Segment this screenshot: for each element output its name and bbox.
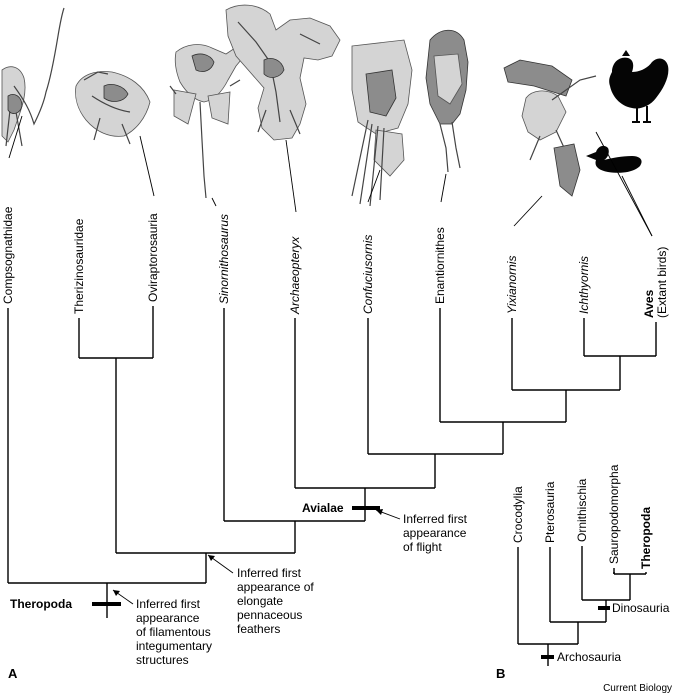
annotation-line: appearance — [403, 526, 467, 540]
annotation-line: Inferred first — [136, 597, 201, 611]
annotation-flight: Inferred first appearance of flight — [403, 512, 468, 554]
duck-silhouette — [586, 145, 642, 173]
compsognathid-fossil — [1, 7, 65, 147]
taxon-label: Compsognathidae — [1, 206, 15, 304]
annotation-line: appearance — [136, 611, 200, 625]
annotation-line: of flight — [403, 540, 442, 554]
taxon-label: Enantiornithes — [433, 227, 447, 304]
panel-b-taxon-labels: Crocodylia Pterosauria Ornithischia Saur… — [511, 464, 653, 569]
annotation-line: pennaceous — [237, 608, 302, 622]
taxon-sublabel-aves: (Extant birds) — [655, 247, 669, 318]
taxon-label: Crocodylia — [511, 486, 525, 543]
archaeopteryx-fossil — [225, 4, 341, 141]
enantiornithine-fossil — [425, 29, 469, 173]
clade-label-theropoda: Theropoda — [10, 597, 72, 611]
taxon-label: Sauropodomorpha — [607, 464, 621, 564]
annotation-filaments: Inferred first appearance of filamentous… — [136, 597, 212, 667]
yixianornis-fossil — [503, 59, 597, 197]
annotation-line: of filamentous — [136, 625, 211, 639]
journal-credit: Current Biology — [603, 683, 672, 693]
taxon-label-aves: Aves — [642, 289, 656, 318]
chicken-silhouette — [609, 50, 669, 123]
taxon-label: Sinornithosaurus — [217, 214, 231, 304]
oviraptorosaur-fossil — [75, 71, 151, 145]
panel-a-taxon-labels: Compsognathidae Therizinosauridae Ovirap… — [1, 206, 669, 318]
taxon-label: Confuciusornis — [361, 235, 375, 314]
annotation-line: feathers — [237, 622, 280, 636]
taxon-label-theropoda: Theropoda — [639, 507, 653, 569]
annotation-line: structures — [136, 653, 189, 667]
taxon-label: Oviraptorosauria — [146, 213, 160, 302]
panel-b-tree — [517, 546, 647, 666]
annotation-feathers: Inferred first appearance of elongate pe… — [237, 566, 314, 636]
taxon-label: Ornithischia — [575, 478, 589, 542]
annotation-line: integumentary — [136, 639, 212, 653]
clade-label-avialae: Avialae — [302, 501, 344, 515]
panel-a-tree — [7, 115, 657, 618]
annotation-line: Inferred first — [403, 512, 468, 526]
annotation-line: Inferred first — [237, 566, 302, 580]
taxon-label: Archaeopteryx — [288, 236, 302, 315]
panel-letter-a: A — [8, 666, 18, 681]
annotation-line: appearance of — [237, 580, 314, 594]
clade-label-archosauria: Archosauria — [557, 650, 621, 664]
taxon-label: Ichthyornis — [577, 256, 591, 314]
clade-label-dinosauria: Dinosauria — [612, 601, 670, 615]
confuciusornis-fossil — [351, 39, 413, 207]
annotation-line: elongate — [237, 594, 283, 608]
taxon-label: Yixianornis — [505, 256, 519, 314]
taxon-label: Therizinosauridae — [72, 218, 86, 314]
taxon-label: Pterosauria — [543, 481, 557, 543]
panel-letter-b: B — [496, 666, 505, 681]
sinornithosaurus-fossil — [169, 44, 247, 199]
